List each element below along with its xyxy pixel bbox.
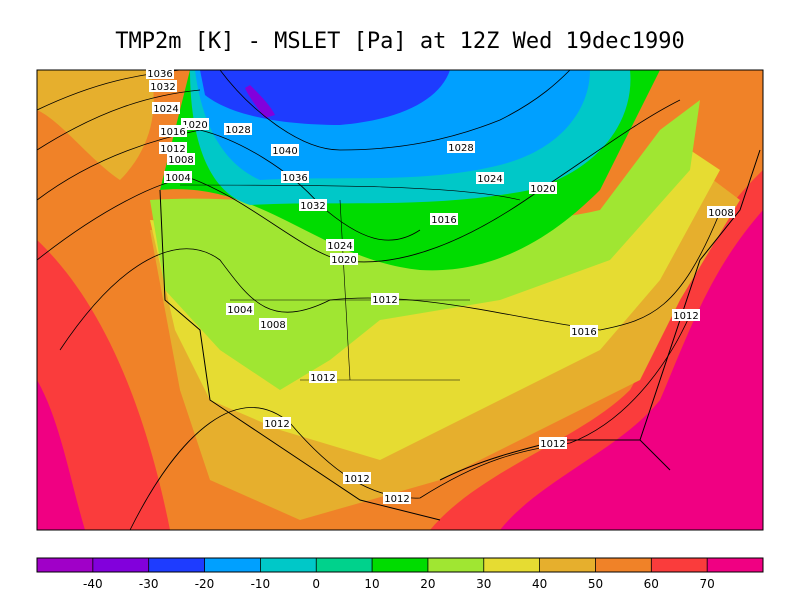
title: TMP2m [K] - MSLET [Pa] at 12Z Wed 19dec1… bbox=[115, 29, 685, 54]
contour-label-box bbox=[281, 171, 309, 183]
colorbar-swatch bbox=[260, 558, 317, 572]
contour-label: 1008 bbox=[260, 320, 285, 331]
colorbar-frame bbox=[36, 557, 764, 573]
contour-label: 1012 bbox=[673, 311, 698, 322]
contour-label-box bbox=[343, 472, 371, 484]
contour-label: 1012 bbox=[344, 474, 369, 485]
contour-label-box bbox=[476, 172, 504, 184]
colorbar-swatch bbox=[427, 558, 485, 572]
colorbar-tick-label: 10 bbox=[364, 577, 379, 591]
contour-label-box bbox=[149, 80, 177, 92]
contour-label: 1012 bbox=[384, 494, 409, 505]
temp-field bbox=[37, 240, 170, 530]
colorbar-swatch bbox=[372, 558, 429, 572]
contour-label-box bbox=[539, 437, 567, 449]
contour-label-box bbox=[271, 144, 299, 156]
contour-label: 1004 bbox=[227, 305, 252, 316]
contour-label-box bbox=[167, 153, 195, 165]
colorbar-swatch bbox=[595, 558, 652, 572]
contour-label-box bbox=[159, 125, 187, 137]
contour-label: 1032 bbox=[150, 82, 175, 93]
contour-label-box bbox=[164, 171, 192, 183]
colorbar-swatch bbox=[316, 558, 373, 572]
colorbar-swatch bbox=[539, 558, 596, 572]
contour-label-box bbox=[224, 123, 252, 135]
colorbar-tick-label: 20 bbox=[420, 577, 435, 591]
contour-label: 1036 bbox=[282, 173, 307, 184]
contour-label: 1020 bbox=[182, 120, 207, 131]
contour-label: 1012 bbox=[310, 373, 335, 384]
colorbar-swatch bbox=[92, 558, 150, 572]
colorbar-tick-label: 50 bbox=[588, 577, 603, 591]
colorbar-tick-label: 30 bbox=[476, 577, 491, 591]
colorbar-tick-label: 0 bbox=[312, 577, 320, 591]
contour-label: 1028 bbox=[448, 143, 473, 154]
colorbar-swatch bbox=[204, 558, 261, 572]
border bbox=[179, 184, 521, 381]
contour-label: 1012 bbox=[372, 295, 397, 306]
contour-label-box bbox=[447, 141, 475, 153]
contour-label-box bbox=[226, 303, 254, 315]
contour-label-box bbox=[707, 206, 735, 218]
contour-label-box bbox=[309, 371, 337, 383]
isobar bbox=[129, 314, 691, 530]
contour-label-box bbox=[330, 253, 358, 265]
temp-field bbox=[37, 380, 85, 530]
contour-label: 1028 bbox=[225, 125, 250, 136]
contour-label: 1020 bbox=[331, 255, 356, 266]
colorbar-tick-label: -40 bbox=[83, 577, 103, 591]
contour-label-box bbox=[259, 318, 287, 330]
isobar bbox=[37, 89, 201, 151]
contour-label-box bbox=[383, 492, 411, 504]
contour-label: 1008 bbox=[168, 155, 193, 166]
contour-label: 1004 bbox=[165, 173, 190, 184]
contour-label: 1020 bbox=[530, 184, 555, 195]
contour-label-box bbox=[326, 239, 354, 251]
colorbar-tick-label: -20 bbox=[195, 577, 215, 591]
contour-label: 1024 bbox=[477, 174, 502, 185]
contour-label: 1024 bbox=[327, 241, 352, 252]
contour-label-box bbox=[570, 325, 598, 337]
contour-label-box bbox=[299, 199, 327, 211]
colorbar-swatch bbox=[707, 558, 764, 572]
contour-label-box bbox=[529, 182, 557, 194]
map bbox=[37, 70, 763, 530]
contour-label: 1036 bbox=[147, 69, 172, 80]
contour-label: 1040 bbox=[272, 146, 297, 157]
contour-label-box bbox=[181, 118, 209, 130]
contour-label: 1012 bbox=[264, 419, 289, 430]
contour-label: 1016 bbox=[571, 327, 596, 338]
contour-label-box bbox=[159, 142, 187, 154]
contour-label-box bbox=[152, 102, 180, 114]
colorbar-swatch bbox=[37, 558, 94, 572]
contour-label: 1032 bbox=[300, 201, 325, 212]
colorbar-tick-label: -30 bbox=[139, 577, 159, 591]
colorbar-tick-label: 40 bbox=[532, 577, 547, 591]
colorbar-swatch bbox=[483, 558, 541, 572]
isobar bbox=[37, 129, 421, 241]
contour-label: 1008 bbox=[708, 208, 733, 219]
contour-label-box bbox=[672, 309, 700, 321]
map-frame bbox=[36, 69, 764, 531]
contour-label: 1016 bbox=[160, 127, 185, 138]
contour-label-box bbox=[263, 417, 291, 429]
colorbar-tick-label: -10 bbox=[251, 577, 271, 591]
contour-label-box bbox=[371, 293, 399, 305]
temp-field bbox=[245, 85, 275, 118]
contour-label-box bbox=[430, 213, 458, 225]
contour-label: 1024 bbox=[153, 104, 178, 115]
isobar bbox=[219, 70, 571, 151]
colorbar-swatch bbox=[651, 558, 708, 572]
colorbar-tick-label: 70 bbox=[700, 577, 715, 591]
contour-label-box bbox=[146, 67, 174, 79]
temp-field bbox=[500, 210, 763, 530]
colorbar-tick-label: 60 bbox=[644, 577, 659, 591]
colorbar-swatch bbox=[148, 558, 206, 572]
contour-label: 1012 bbox=[160, 144, 185, 155]
contour-label: 1012 bbox=[540, 439, 565, 450]
contour-label: 1016 bbox=[431, 215, 456, 226]
